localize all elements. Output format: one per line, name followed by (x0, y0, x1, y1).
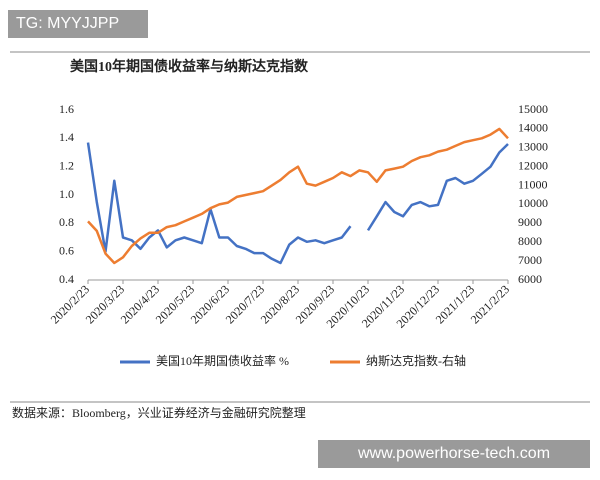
chart-title: 美国10年期国债收益率与纳斯达克指数 (70, 58, 309, 75)
y-tick-label: 1.2 (59, 158, 74, 172)
line (87, 127, 509, 265)
y-tick-label: 0.8 (59, 215, 74, 229)
watermark-box (318, 440, 590, 468)
y-tick-label: 1.0 (59, 187, 74, 201)
y-tick-label: 0.4 (59, 272, 74, 286)
y2-tick-label: 15000 (518, 102, 548, 116)
watermark: www.powerhorse-tech.com (357, 445, 550, 462)
y2-tick-label: 14000 (518, 121, 548, 135)
y2-tick-label: 11000 (518, 177, 548, 191)
y2-tick-label: 13000 (518, 140, 548, 154)
y2-tick-label: 7000 (518, 253, 542, 267)
x-tick-label: 2021/2/23 (468, 282, 512, 326)
line (366, 143, 509, 232)
y2-tick-label: 9000 (518, 215, 542, 229)
y2-tick-label: 6000 (518, 272, 542, 286)
y-tick-label: 1.6 (59, 102, 74, 116)
y2-tick-label: 8000 (518, 234, 542, 248)
source: 数据来源：Bloomberg，兴业证券经济与金融研究院整理 (12, 405, 306, 420)
line (86, 142, 352, 265)
y-tick-label: 0.6 (59, 243, 74, 257)
watermark: TG: MYYJJPP (16, 15, 119, 32)
legend-label: 美国10年期国债收益率 % (156, 353, 289, 368)
y2-tick-label: 12000 (518, 158, 548, 172)
y2-tick-label: 10000 (518, 196, 548, 210)
y-tick-label: 1.4 (59, 130, 74, 144)
watermark-box (8, 10, 148, 38)
legend-label: 纳斯达克指数-右轴 (366, 353, 466, 368)
